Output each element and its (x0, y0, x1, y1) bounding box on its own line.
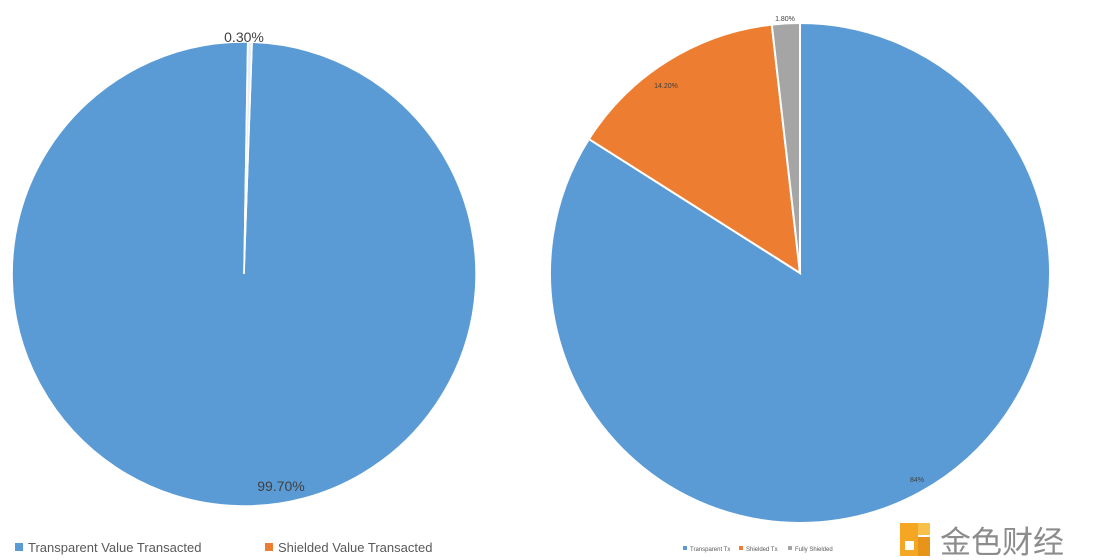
data-label-fully-shielded: 1.80% (775, 16, 795, 23)
watermark-text: 金色财经 (940, 525, 1064, 560)
data-label-shielded-value-transacted: 0.30% (224, 29, 264, 45)
legend-chart-1: Transparent Value Transacted Shielded Va… (15, 540, 432, 555)
legend-label-transparent-value: Transparent Value Transacted (28, 540, 201, 555)
data-label-transparent-tx: 84% (910, 477, 924, 484)
legend-label-transparent-tx: Transparent Tx (690, 547, 730, 553)
pie-chart-value-transacted: 99.70% 0.30% (11, 29, 477, 507)
legend-chart-2: Transparent Tx Shielded Tx Fully Shielde… (683, 546, 833, 553)
legend-label-shielded-value: Shielded Value Transacted (278, 540, 432, 555)
legend-swatch-transparent-tx (683, 546, 687, 550)
golden-finance-logo-icon (900, 523, 930, 556)
legend-swatch-shielded-tx (739, 546, 743, 550)
watermark: 金色财经 (900, 523, 1064, 560)
pie-chart-transaction-count: 84% 14.20% 1.80% (549, 16, 1051, 524)
data-label-transparent-value-transacted: 99.70% (257, 478, 304, 494)
legend-label-shielded-tx: Shielded Tx (746, 547, 778, 553)
pie-slice-fully-shielded (770, 21, 801, 274)
legend-swatch-transparent-value (15, 543, 23, 551)
legend-label-fully-shielded: Fully Shielded (795, 547, 833, 553)
data-label-shielded-tx: 14.20% (654, 83, 678, 90)
pie-slice-shielded-tx (587, 23, 802, 275)
legend-swatch-shielded-value (265, 543, 273, 551)
pie-slice-shielded-value-transacted (243, 41, 253, 275)
legend-swatch-fully-shielded (788, 546, 792, 550)
